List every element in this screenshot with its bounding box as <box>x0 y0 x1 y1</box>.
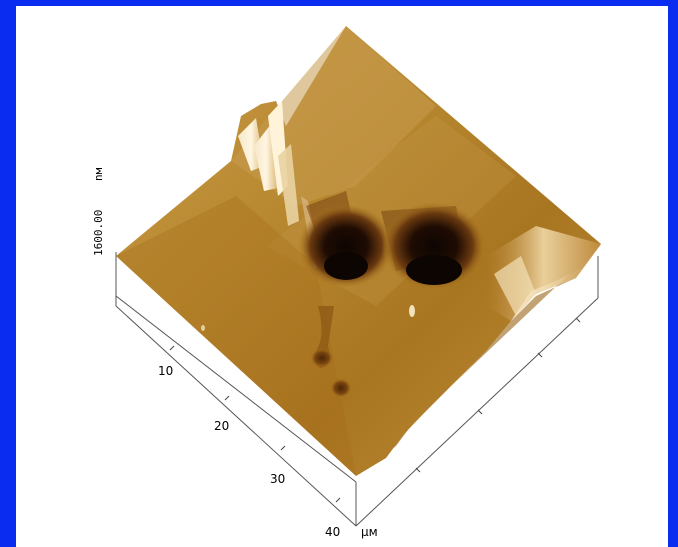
x-tick-20: 20 <box>214 419 229 433</box>
afm-surface <box>116 26 601 476</box>
y-axis-ticks <box>415 317 581 473</box>
small-pit-2 <box>330 378 352 398</box>
z-axis-value: 1600.00 <box>92 210 105 256</box>
small-pit-1 <box>310 348 334 368</box>
x-axis-ticks <box>169 345 341 503</box>
axis-frame <box>115 252 599 527</box>
afm-3d-surface-render: 1600.00 nм 10 20 30 40 μм <box>92 26 601 539</box>
z-axis-unit: nм <box>92 167 105 181</box>
xy-unit-label: μм <box>361 525 378 539</box>
x-tick-30: 30 <box>270 472 285 486</box>
afm-image-panel: 1600.00 nм 10 20 30 40 μм <box>16 6 668 547</box>
pit-left <box>298 204 394 288</box>
x-tick-40: 40 <box>325 525 340 539</box>
z-axis-label: 1600.00 nм <box>92 167 105 256</box>
x-tick-10: 10 <box>158 364 173 378</box>
